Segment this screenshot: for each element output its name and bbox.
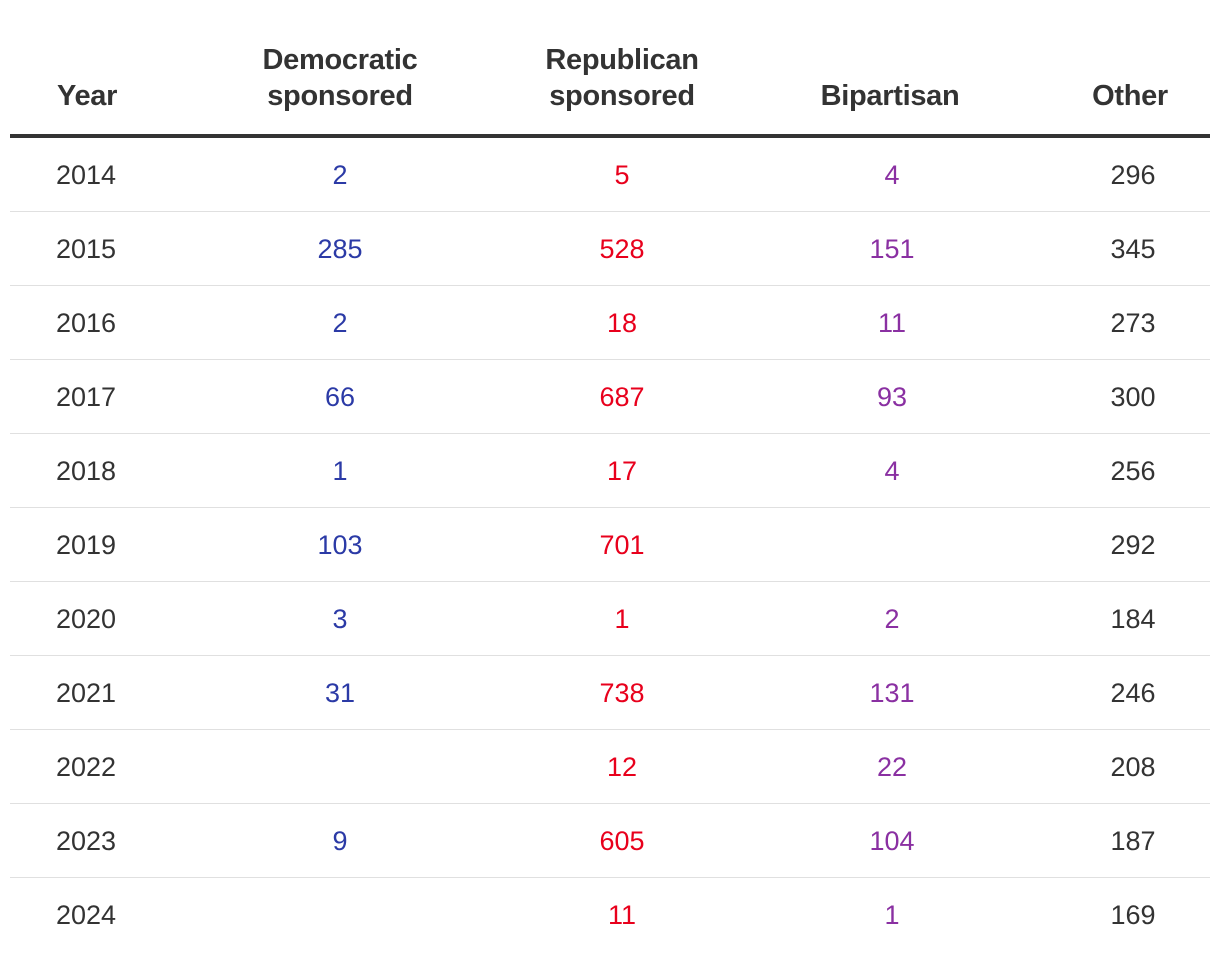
cell-year: 2023	[56, 826, 117, 856]
cell-republican: 1	[614, 604, 630, 634]
table-body: 2014 2 5 4 296 2015 285 528 151 345 2016 2 18 11 273 20…	[10, 138, 1210, 952]
cell-democratic: 285	[317, 234, 363, 264]
cell-democratic: 2	[332, 160, 348, 190]
cell-bipartisan: 11	[877, 308, 907, 338]
cell-bipartisan: 104	[869, 826, 915, 856]
cell-year: 2020	[56, 604, 117, 634]
cell-republican: 701	[599, 530, 645, 560]
cell-year: 2014	[56, 160, 117, 190]
table-row: 2021 31 738 131 246	[10, 656, 1210, 730]
cell-other: 256	[1110, 456, 1156, 486]
cell-republican: 18	[606, 308, 638, 338]
table-row: 2016 2 18 11 273	[10, 286, 1210, 360]
table-row: 2019 103 701 292	[10, 508, 1210, 582]
header-democratic: Democratic sponsored	[240, 42, 440, 114]
cell-democratic: 103	[317, 530, 363, 560]
cell-bipartisan: 151	[869, 234, 915, 264]
cell-democratic: 66	[324, 382, 356, 412]
cell-bipartisan: 131	[869, 678, 915, 708]
cell-year: 2015	[56, 234, 117, 264]
cell-democratic: 3	[332, 604, 348, 634]
cell-bipartisan: 1	[884, 900, 900, 930]
cell-republican: 17	[606, 456, 638, 486]
cell-republican: 528	[599, 234, 645, 264]
table-row: 2024 11 1 169	[10, 878, 1210, 952]
cell-bipartisan: 4	[884, 160, 900, 190]
cell-year: 2018	[56, 456, 117, 486]
cell-democratic: 1	[332, 456, 348, 486]
header-other: Other	[1092, 80, 1168, 112]
cell-democratic: 31	[324, 678, 356, 708]
header-republican: Republican sponsored	[522, 42, 722, 114]
cell-republican: 605	[599, 826, 645, 856]
cell-democratic: 2	[332, 308, 348, 338]
header-republican-line-2: sponsored	[549, 80, 695, 112]
cell-other: 300	[1110, 382, 1156, 412]
cell-other: 345	[1110, 234, 1156, 264]
header-republican-line-1: Republican	[545, 44, 699, 76]
cell-other: 292	[1110, 530, 1156, 560]
cell-bipartisan: 2	[884, 604, 900, 634]
cell-bipartisan: 22	[876, 752, 908, 782]
table-row: 2018 1 17 4 256	[10, 434, 1210, 508]
cell-other: 273	[1110, 308, 1156, 338]
cell-year: 2019	[56, 530, 117, 560]
cell-republican: 12	[606, 752, 638, 782]
cell-republican: 11	[607, 900, 637, 930]
cell-democratic	[240, 878, 440, 952]
cell-republican: 687	[599, 382, 645, 412]
cell-year: 2021	[56, 678, 117, 708]
header-democratic-line-2: sponsored	[267, 80, 413, 112]
table-row: 2015 285 528 151 345	[10, 212, 1210, 286]
cell-other: 296	[1110, 160, 1156, 190]
table-row: 2022 12 22 208	[10, 730, 1210, 804]
table-row: 2017 66 687 93 300	[10, 360, 1210, 434]
table-header: Year Democratic sponsored Republican spo…	[10, 0, 1210, 138]
cell-other: 187	[1110, 826, 1156, 856]
cell-democratic: 9	[332, 826, 348, 856]
cell-year: 2024	[56, 900, 117, 930]
table-row: 2020 3 1 2 184	[10, 582, 1210, 656]
header-year: Year	[57, 80, 118, 112]
cell-republican: 5	[614, 160, 630, 190]
table-row: 2014 2 5 4 296	[10, 138, 1210, 212]
cell-year: 2017	[56, 382, 117, 412]
cell-bipartisan	[792, 508, 992, 582]
header-democratic-line-1: Democratic	[262, 44, 418, 76]
cell-other: 208	[1110, 752, 1156, 782]
cell-other: 169	[1110, 900, 1156, 930]
cell-bipartisan: 93	[876, 382, 908, 412]
cell-democratic	[240, 730, 440, 804]
table-row: 2023 9 605 104 187	[10, 804, 1210, 878]
cell-bipartisan: 4	[884, 456, 900, 486]
cell-year: 2016	[56, 308, 117, 338]
cell-other: 246	[1110, 678, 1156, 708]
cell-republican: 738	[599, 678, 645, 708]
cell-year: 2022	[56, 752, 117, 782]
cell-other: 184	[1110, 604, 1156, 634]
bills-table: Year Democratic sponsored Republican spo…	[10, 0, 1210, 952]
header-bipartisan: Bipartisan	[820, 80, 960, 112]
